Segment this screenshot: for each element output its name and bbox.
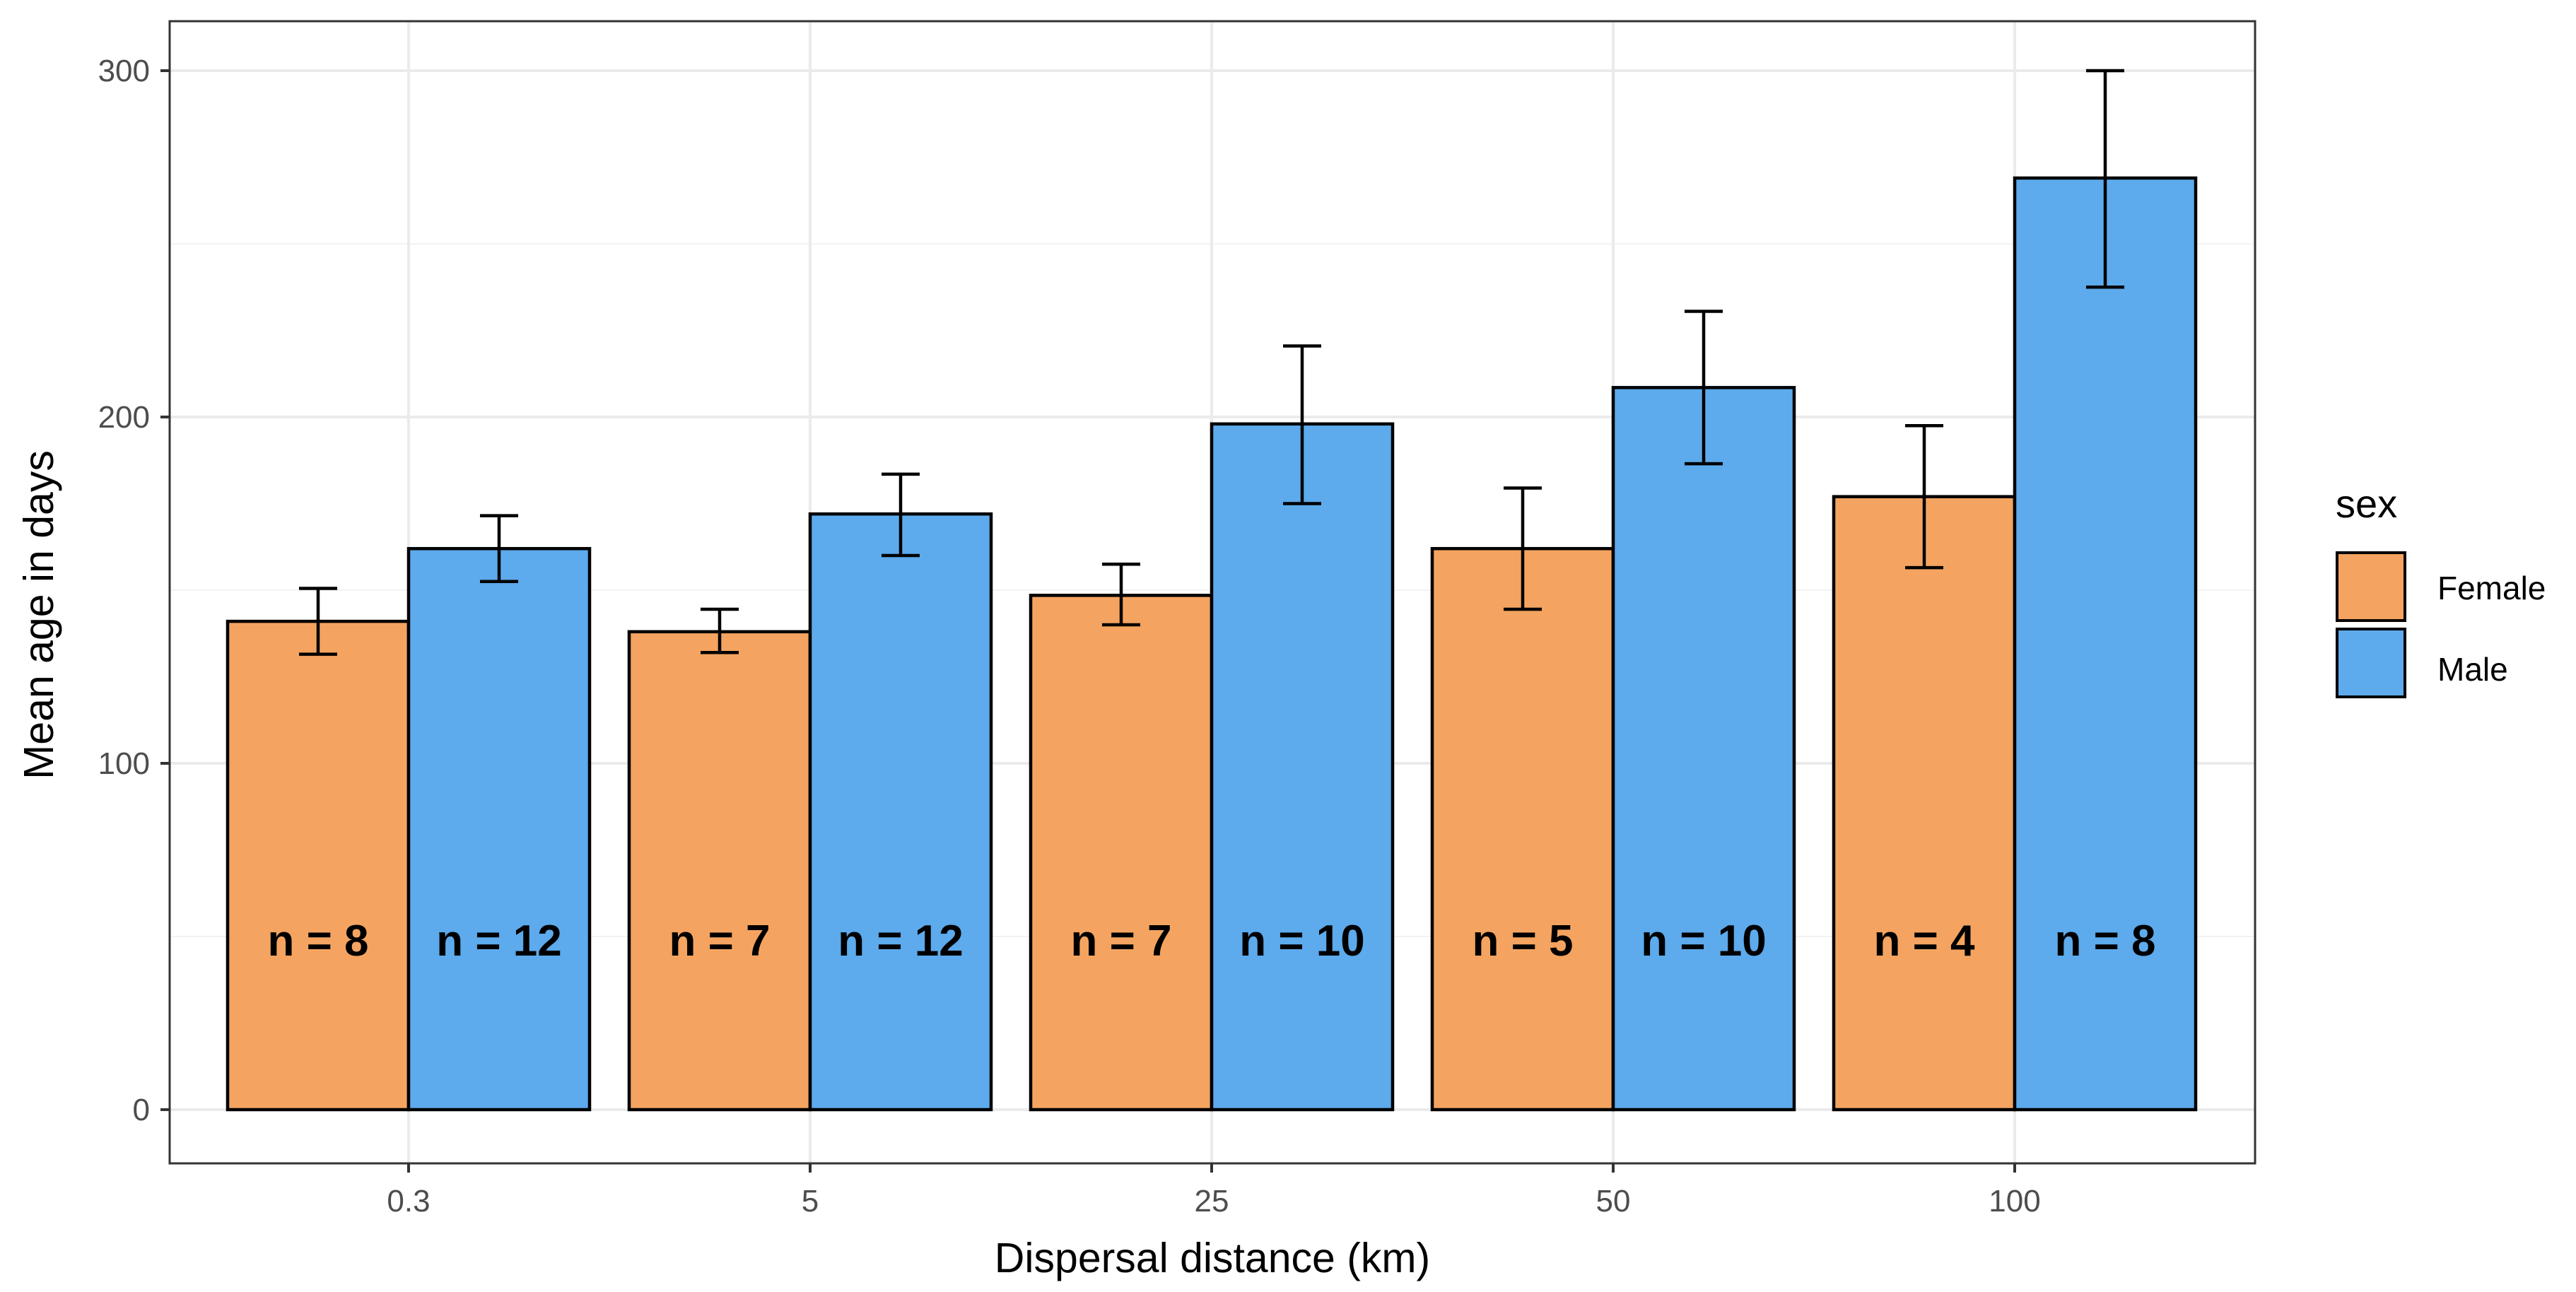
bar-female-5 (627, 630, 812, 1112)
x-tick-label: 100 (1989, 1184, 2040, 1218)
y-tick-label: 0 (133, 1093, 150, 1127)
bar-male-5 (808, 512, 993, 1112)
x-tick-label: 0.3 (387, 1184, 430, 1218)
y-axis: 0 100 200 300 (98, 54, 170, 1127)
error-bar-female-100 (1905, 424, 1943, 570)
n-label-female-100: n = 4 (1873, 917, 1975, 965)
x-axis-title: Dispersal distance (km) (995, 1235, 1430, 1281)
y-tick-label: 200 (98, 400, 150, 435)
y-tick-label: 300 (98, 54, 150, 88)
bar-male-50 (1611, 386, 1796, 1112)
n-label-male-25: n = 10 (1239, 917, 1365, 965)
error-bar-male-50 (1685, 310, 1723, 466)
y-axis-title: Mean age in days (16, 450, 62, 780)
n-label-male-50: n = 10 (1641, 917, 1767, 965)
error-bar-female-50 (1504, 486, 1542, 611)
x-axis: 0.3 5 25 50 100 (387, 1163, 2041, 1218)
error-bar-female-5 (701, 607, 739, 654)
error-bar-male-0.3 (480, 514, 518, 583)
error-bar-female-25 (1102, 563, 1140, 627)
x-tick-label: 5 (802, 1184, 819, 1218)
legend-title: sex (2336, 481, 2397, 526)
bars (226, 176, 2198, 1112)
n-label-female-0.3: n = 8 (267, 917, 368, 965)
legend-key-female (2336, 551, 2406, 622)
error-bar-female-0.3 (299, 587, 337, 656)
bar-male-100 (2013, 176, 2198, 1112)
n-label-male-100: n = 8 (2054, 917, 2155, 965)
n-label-female-5: n = 7 (669, 917, 770, 965)
bar-female-50 (1430, 546, 1615, 1112)
error-bar-male-100 (2086, 69, 2124, 289)
bar-female-25 (1029, 594, 1214, 1112)
legend: sex Female Male (2336, 481, 2546, 698)
n-label-male-0.3: n = 12 (436, 917, 562, 965)
y-tick-label: 100 (98, 746, 150, 781)
bar-female-0.3 (226, 619, 411, 1112)
bar-female-100 (1832, 495, 2017, 1112)
n-label-female-50: n = 5 (1472, 917, 1573, 965)
legend-label-female: Female (2437, 570, 2546, 606)
n-label-male-5: n = 12 (838, 917, 964, 965)
error-bar-male-5 (882, 472, 920, 558)
bar-male-25 (1210, 422, 1395, 1112)
error-bars (299, 69, 2124, 656)
legend-key-male (2336, 628, 2406, 698)
x-tick-label: 50 (1596, 1184, 1631, 1218)
n-label-female-25: n = 7 (1070, 917, 1171, 965)
x-tick-label: 25 (1195, 1184, 1229, 1218)
legend-label-male: Male (2437, 651, 2508, 688)
sample-size-labels: n = 8 n = 7 n = 7 n = 5 n = 4 n = 12 n = 12 n =… (267, 917, 2155, 965)
bar-male-0.3 (406, 546, 592, 1112)
error-bar-male-25 (1283, 344, 1321, 505)
